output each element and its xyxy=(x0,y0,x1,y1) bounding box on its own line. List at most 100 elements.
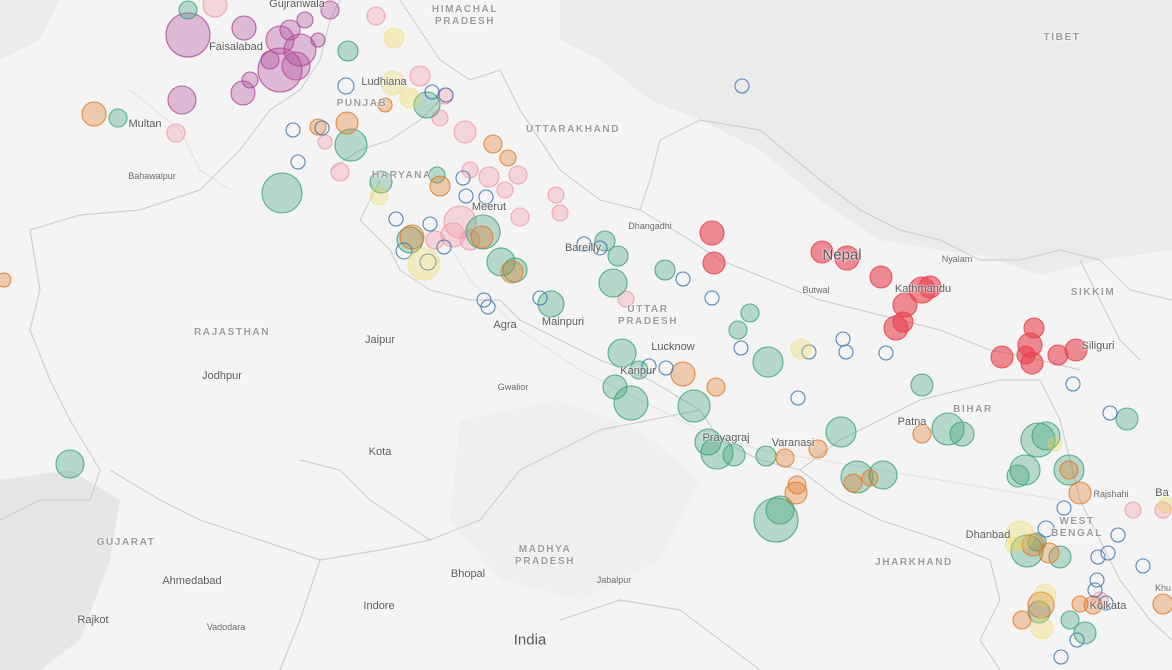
data-marker-blue[interactable] xyxy=(478,189,494,205)
data-marker-blue[interactable] xyxy=(290,154,306,170)
data-marker-blue[interactable] xyxy=(1090,549,1106,565)
data-marker-blue[interactable] xyxy=(388,211,404,227)
data-marker-orange[interactable] xyxy=(399,224,425,250)
data-marker-purple[interactable] xyxy=(165,12,211,58)
data-marker-blue[interactable] xyxy=(419,253,437,271)
data-marker-yellow[interactable] xyxy=(790,338,812,360)
data-marker-green[interactable] xyxy=(1115,407,1139,431)
data-marker-pink[interactable] xyxy=(510,207,530,227)
data-marker-blue[interactable] xyxy=(790,390,806,406)
data-marker-pink[interactable] xyxy=(1154,501,1172,519)
data-marker-yellow[interactable] xyxy=(399,87,421,109)
data-marker-orange[interactable] xyxy=(1059,460,1079,480)
data-marker-green[interactable] xyxy=(607,245,629,267)
data-marker-purple[interactable] xyxy=(231,15,257,41)
data-marker-blue[interactable] xyxy=(1069,632,1085,648)
data-marker-green[interactable] xyxy=(1010,534,1044,568)
data-marker-green[interactable] xyxy=(765,495,795,525)
data-marker-orange[interactable] xyxy=(335,111,359,135)
data-marker-blue[interactable] xyxy=(734,78,750,94)
data-marker-blue[interactable] xyxy=(337,77,355,95)
data-marker-purple[interactable] xyxy=(260,50,280,70)
data-marker-green[interactable] xyxy=(1053,454,1085,486)
data-marker-orange[interactable] xyxy=(808,439,828,459)
data-marker-blue[interactable] xyxy=(314,120,330,136)
data-marker-green[interactable] xyxy=(396,226,424,254)
data-marker-green[interactable] xyxy=(537,290,565,318)
data-marker-green[interactable] xyxy=(55,449,85,479)
data-marker-green[interactable] xyxy=(949,421,975,447)
data-marker-blue[interactable] xyxy=(436,239,452,255)
data-marker-blue[interactable] xyxy=(733,340,749,356)
data-marker-green[interactable] xyxy=(465,214,501,250)
data-marker-blue[interactable] xyxy=(1135,558,1151,574)
data-marker-red[interactable] xyxy=(1064,338,1088,362)
data-marker-green[interactable] xyxy=(868,460,898,490)
data-marker-blue[interactable] xyxy=(641,358,657,374)
data-marker-purple[interactable] xyxy=(167,85,197,115)
data-marker-green[interactable] xyxy=(502,257,528,283)
data-marker-green[interactable] xyxy=(722,443,746,467)
data-marker-blue[interactable] xyxy=(1037,520,1055,538)
data-marker-orange[interactable] xyxy=(775,448,795,468)
data-marker-red[interactable] xyxy=(869,265,893,289)
data-marker-orange[interactable] xyxy=(1071,595,1089,613)
data-marker-red[interactable] xyxy=(1016,345,1036,365)
data-marker-green[interactable] xyxy=(1060,610,1080,630)
data-marker-blue[interactable] xyxy=(1056,500,1072,516)
data-marker-green[interactable] xyxy=(261,172,303,214)
data-marker-blue[interactable] xyxy=(1053,649,1069,665)
data-marker-orange[interactable] xyxy=(377,97,393,113)
data-marker-blue[interactable] xyxy=(422,216,438,232)
data-marker-pink[interactable] xyxy=(409,65,431,87)
data-marker-red[interactable] xyxy=(892,311,914,333)
data-marker-purple[interactable] xyxy=(257,47,303,93)
data-marker-blue[interactable] xyxy=(476,292,492,308)
data-marker-blue[interactable] xyxy=(424,84,440,100)
data-marker-blue[interactable] xyxy=(658,360,674,376)
data-marker-yellow[interactable] xyxy=(1157,496,1172,514)
data-marker-orange[interactable] xyxy=(470,225,494,249)
data-marker-pink[interactable] xyxy=(551,204,569,222)
data-marker-green[interactable] xyxy=(1048,545,1072,569)
data-marker-pink[interactable] xyxy=(1124,501,1142,519)
data-marker-green[interactable] xyxy=(334,128,368,162)
data-marker-purple[interactable] xyxy=(320,0,340,20)
data-marker-purple[interactable] xyxy=(310,32,326,48)
data-marker-orange[interactable] xyxy=(1012,610,1032,630)
data-marker-green[interactable] xyxy=(753,497,799,543)
data-marker-orange[interactable] xyxy=(0,272,12,288)
data-marker-blue[interactable] xyxy=(438,87,454,103)
data-marker-yellow[interactable] xyxy=(369,186,389,206)
data-marker-pink[interactable] xyxy=(202,0,228,18)
data-marker-pink[interactable] xyxy=(166,123,186,143)
data-marker-purple[interactable] xyxy=(281,51,311,81)
data-marker-green[interactable] xyxy=(337,40,359,62)
data-marker-green[interactable] xyxy=(1073,621,1097,645)
data-marker-blue[interactable] xyxy=(878,345,894,361)
data-marker-green[interactable] xyxy=(755,445,777,467)
data-marker-orange[interactable] xyxy=(912,424,932,444)
data-marker-orange[interactable] xyxy=(1068,481,1092,505)
data-marker-pink[interactable] xyxy=(508,165,528,185)
data-marker-orange[interactable] xyxy=(1152,593,1172,615)
data-marker-green[interactable] xyxy=(677,389,711,423)
data-marker-green[interactable] xyxy=(607,338,637,368)
data-marker-blue[interactable] xyxy=(801,344,817,360)
data-marker-red[interactable] xyxy=(699,220,725,246)
data-marker-blue[interactable] xyxy=(1110,527,1126,543)
data-marker-blue[interactable] xyxy=(1102,405,1118,421)
data-marker-blue[interactable] xyxy=(1065,376,1081,392)
data-marker-green[interactable] xyxy=(1031,421,1061,451)
data-marker-pink[interactable] xyxy=(317,134,333,150)
data-marker-blue[interactable] xyxy=(592,240,608,256)
data-marker-green[interactable] xyxy=(840,460,874,494)
data-marker-pink[interactable] xyxy=(453,120,477,144)
data-marker-yellow[interactable] xyxy=(1004,536,1022,554)
data-marker-yellow[interactable] xyxy=(380,70,406,96)
data-marker-green[interactable] xyxy=(740,303,760,323)
data-marker-yellow[interactable] xyxy=(383,27,405,49)
data-marker-green[interactable] xyxy=(629,360,649,380)
data-marker-orange[interactable] xyxy=(499,149,517,167)
